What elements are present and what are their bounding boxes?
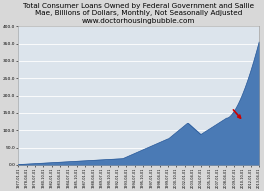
Title: Total Consumer Loans Owned by Federal Government and Sallie
Mae, Billions of Dol: Total Consumer Loans Owned by Federal Go… <box>23 3 254 24</box>
